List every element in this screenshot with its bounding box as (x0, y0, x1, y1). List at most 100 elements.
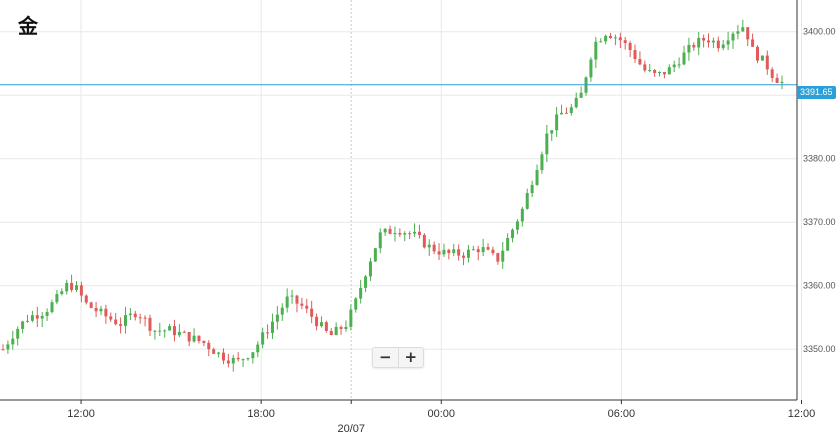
candle-body (256, 344, 260, 353)
candle-body (99, 308, 103, 312)
candle-body (153, 330, 157, 332)
candle-body (638, 59, 642, 65)
candle-body (21, 321, 25, 329)
candle-body (177, 331, 181, 336)
current-price-badge: 3391.65 (797, 86, 836, 99)
candle-body (79, 285, 83, 296)
candle-body (682, 52, 686, 65)
candle-body (662, 71, 666, 75)
candles (1, 19, 784, 372)
candle-body (442, 249, 446, 255)
candle-body (368, 261, 372, 277)
candle-body (270, 321, 274, 333)
candle-body (427, 244, 431, 248)
candle-body (599, 41, 603, 43)
candle-body (305, 305, 309, 309)
candle-body (501, 250, 505, 262)
candle-body (506, 238, 510, 251)
candle-body (525, 193, 529, 209)
candle-body (119, 324, 123, 326)
candle-body (535, 170, 539, 185)
candle-body (613, 37, 617, 39)
x-tick-label: 12:00 (67, 408, 95, 420)
candle-body (432, 244, 436, 252)
candle-body (261, 332, 265, 345)
candle-body (760, 55, 764, 61)
candle-body (447, 249, 451, 254)
candle-body (452, 249, 456, 254)
candle-body (65, 282, 69, 292)
candle-body (60, 291, 64, 295)
candle-body (741, 27, 745, 32)
candle-body (589, 59, 593, 78)
candle-body (226, 360, 230, 364)
candle-body (604, 35, 608, 42)
candle-body (359, 287, 363, 299)
candle-body (295, 295, 299, 304)
candle-body (50, 302, 54, 313)
x-date-label: 20/07 (337, 423, 365, 435)
candle-body (246, 358, 250, 360)
candle-body (315, 316, 319, 327)
x-tick-label: 06:00 (608, 408, 636, 420)
candle-body (251, 352, 255, 359)
candle-body (687, 44, 691, 53)
candle-body (212, 349, 216, 354)
candle-body (319, 322, 323, 327)
candle-body (471, 249, 475, 251)
candle-body (300, 303, 304, 306)
candle-body (398, 233, 402, 235)
candle-body (618, 37, 622, 41)
candle-body (564, 112, 568, 114)
candle-body (275, 314, 279, 322)
zoom-out-button[interactable]: − (373, 348, 399, 367)
candle-body (530, 184, 534, 194)
candle-body (35, 315, 39, 319)
candle-body (422, 234, 426, 248)
y-tick-label: 3380.00 (803, 154, 836, 164)
candle-body (658, 71, 662, 73)
candle-body (491, 249, 495, 254)
candle-body (202, 341, 206, 343)
candle-body (633, 50, 637, 60)
zoom-in-button[interactable]: + (404, 348, 418, 366)
candle-body (6, 344, 10, 350)
candle-body (751, 39, 755, 47)
candle-body (138, 317, 142, 319)
candle-body (486, 247, 490, 250)
candle-body (344, 326, 348, 330)
candle-body (579, 92, 583, 98)
candle-body (403, 233, 407, 235)
candle-body (437, 251, 441, 255)
candle-body (697, 37, 701, 48)
candle-body (55, 294, 59, 303)
candle-body (25, 320, 29, 322)
candle-body (373, 248, 377, 262)
candle-body (736, 31, 740, 34)
candle-body (462, 255, 466, 258)
candle-body (667, 67, 671, 75)
chart-title: 金 (18, 14, 38, 38)
candle-body (609, 35, 613, 38)
candle-body (182, 331, 186, 333)
candle-body (290, 295, 294, 297)
candle-body (731, 33, 735, 41)
candle-body (236, 357, 240, 360)
candle-body (726, 40, 730, 45)
candle-body (109, 316, 113, 320)
y-tick-label: 3400.00 (803, 27, 836, 37)
candle-body (560, 112, 564, 115)
candle-body (520, 208, 524, 222)
candle-body (334, 326, 338, 336)
candle-body (74, 285, 78, 290)
candle-body (329, 330, 333, 336)
candle-body (476, 249, 480, 253)
zoom-control: − + (372, 347, 424, 368)
x-tick-label: 00:00 (428, 408, 456, 420)
candle-body (16, 328, 20, 339)
candle-body (383, 228, 387, 233)
candle-body (496, 253, 500, 262)
candle-body (168, 326, 172, 331)
